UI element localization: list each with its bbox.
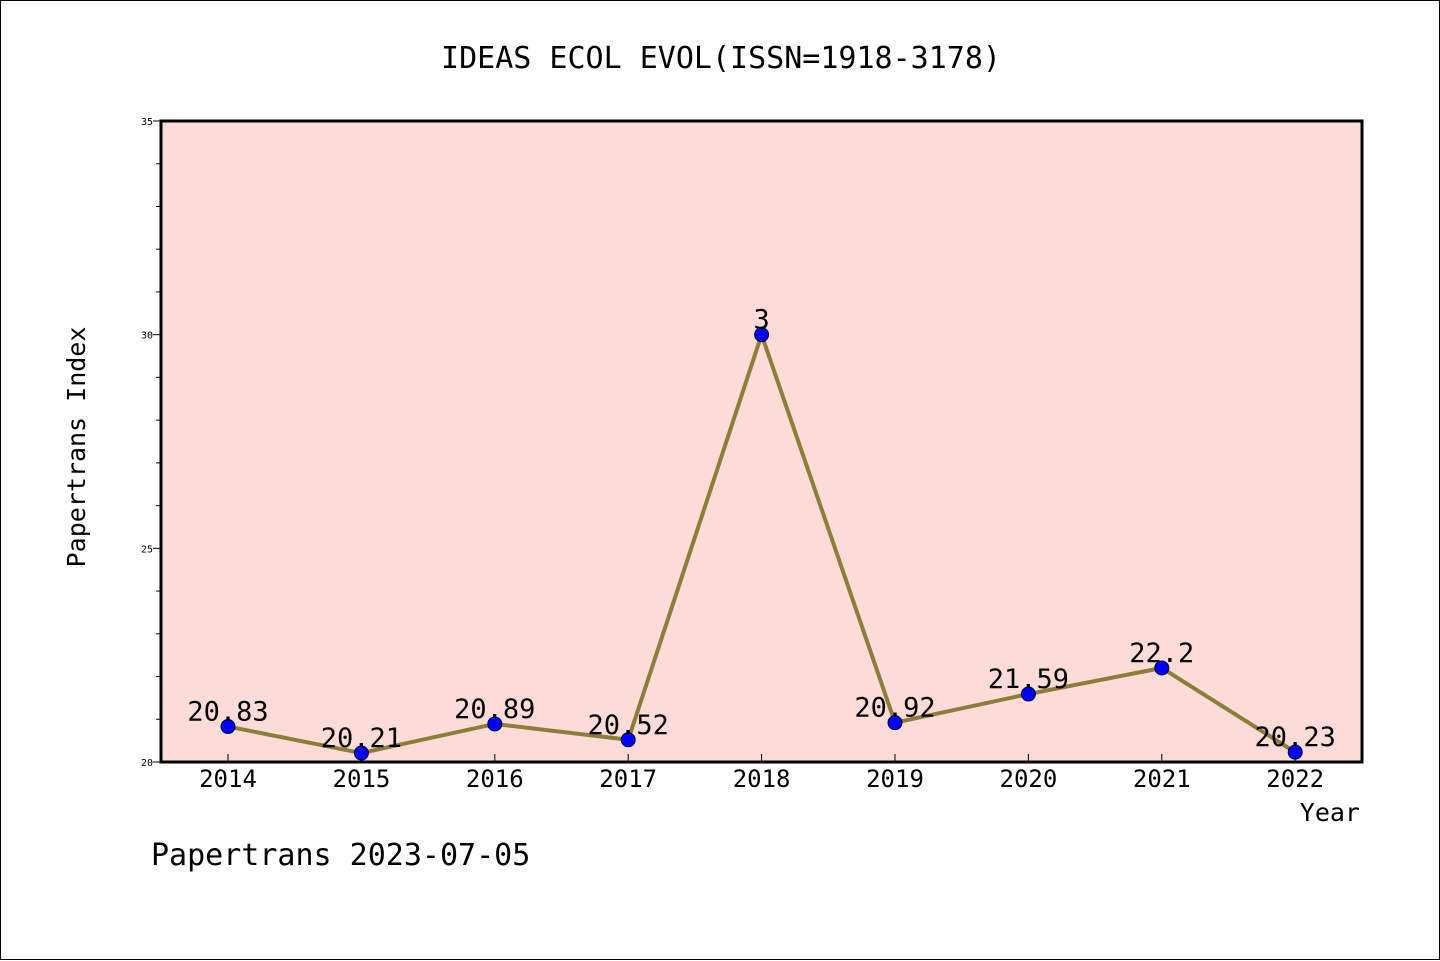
data-label: 3 [753,305,769,336]
data-point [1020,686,1036,702]
x-axis-ticks: 2014 2015 2016 2017 2018 2019 2020 2021 2022 [199,754,1324,793]
data-label: 20.23 [1255,722,1336,753]
x-axis-label: Year [1300,798,1360,827]
x-tick-label: 2015 [333,765,391,793]
y-tick-label: 20 [141,758,153,769]
y-axis-label: Papertrans Index [62,327,91,568]
footer-stamp: Papertrans 2023-07-05 [151,838,530,873]
y-tick-label: 30 [141,331,153,342]
y-tick-label: 35 [141,117,153,128]
x-tick-label: 2014 [199,765,257,793]
data-point [1287,744,1303,760]
data-point [487,716,503,732]
y-tick-label: 25 [141,544,153,555]
data-point [754,327,770,343]
data-point [620,732,636,748]
plot-area [159,119,1364,764]
chart-title: IDEAS ECOL EVOL(ISSN=1918-3178) [441,41,1001,76]
x-tick-label: 2022 [1266,765,1324,793]
data-label: 20.89 [454,694,535,725]
data-label: 21.59 [988,664,1069,695]
data-point [1154,660,1170,676]
x-tick-label: 2020 [1000,765,1058,793]
data-label: 22.2 [1129,638,1194,669]
data-point [353,745,369,761]
y-axis-ticks: 20 25 30 35 [141,117,161,769]
x-tick-label: 2017 [599,765,657,793]
x-tick-label: 2021 [1133,765,1191,793]
data-label: 20.52 [588,710,669,741]
data-point [220,719,236,735]
x-tick-label: 2016 [466,765,524,793]
data-label: 20.21 [321,723,402,754]
data-label: 20.83 [187,697,268,728]
data-label: 20.92 [854,693,935,724]
series-layer [220,327,1303,761]
data-point [887,715,903,731]
x-tick-label: 2018 [733,765,791,793]
data-labels: 20.83 20.21 20.89 20.52 3 20.92 21.59 22.2 20.23 [187,305,1335,754]
x-tick-label: 2019 [866,765,924,793]
